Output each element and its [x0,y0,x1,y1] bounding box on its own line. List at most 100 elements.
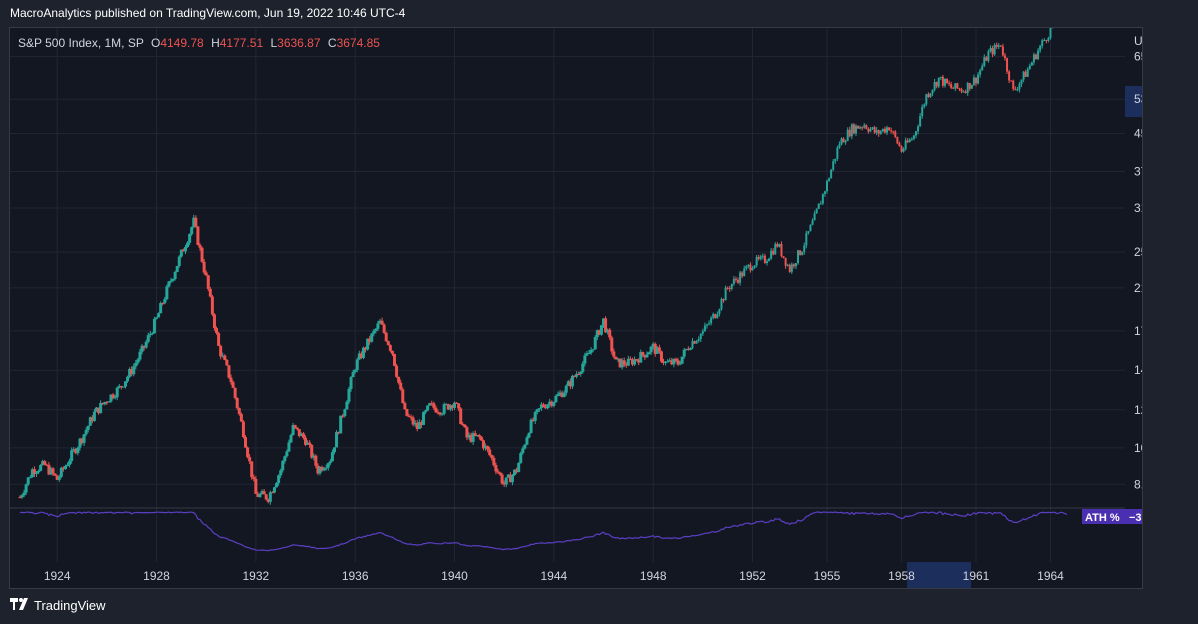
candle-body [403,403,407,410]
candle-body [817,203,820,209]
candle-body [345,401,349,410]
price-axis[interactable]: USD 65.00 53.00 45.00 37.50 31.50 25.50 21.50 1… [1125,34,1143,491]
candle-body [935,81,938,87]
candle-body [159,303,163,314]
price-tick-label: 37.50 [1134,165,1143,179]
candle-body [359,353,363,358]
candle-body [215,328,219,334]
candle-body [453,402,457,408]
candle-body [496,471,500,473]
candle-body [192,217,196,228]
candle-body [304,437,308,445]
candle-body [801,251,804,255]
candle-body [917,126,920,132]
candle-body [914,131,917,136]
candle-body [123,381,127,387]
candle-body [950,84,953,88]
candle-body [850,124,853,137]
candle-body [552,402,556,406]
candle-body [797,250,800,264]
candle-body [643,355,647,358]
candle-body [606,329,610,333]
candle-body [206,275,210,289]
time-tick-label: 1928 [143,569,170,583]
candle-body [1030,62,1033,66]
candle-body [608,329,612,338]
candle-body [844,140,847,143]
candle-body [18,497,22,499]
candle-body [912,135,915,139]
candle-body [181,249,185,252]
candle-body [322,468,326,471]
candle-body [289,434,293,443]
candle-body [248,457,252,462]
candle-body [281,461,285,471]
candle-body [448,405,452,410]
candle-body [674,358,678,361]
candle-body [910,138,913,140]
candle-body [417,422,421,430]
candle-body [212,314,216,329]
candle-body [28,477,32,479]
legend-high-label: H [211,36,220,50]
candle-body [734,278,737,280]
candle-body [628,358,632,360]
candle-body [676,360,680,365]
candle-body [724,287,727,301]
candle-body [163,299,167,304]
candle-body [865,125,868,129]
candle-body [581,363,585,372]
candle-body [531,419,535,421]
candle-body [977,74,980,84]
candle-body [152,318,156,334]
time-axis[interactable]: 1924 1928 1932 1936 1940 1944 1948 1952 1955 1958… [44,562,1064,589]
candle-body [921,106,924,117]
candle-body [566,381,570,386]
candle-body [741,272,744,277]
legend-symbol[interactable]: S&P 500 Index, 1M, SP [18,36,144,50]
candle-body [144,341,148,348]
candle-body [888,127,891,131]
candle-body [834,158,837,162]
candle-body [297,429,301,437]
candle-body [778,244,781,247]
candle-body [548,401,552,405]
candle-body [405,409,409,416]
candle-body [397,376,401,383]
candle-body [751,268,754,271]
chart-canvas[interactable]: USD 65.00 53.00 45.00 37.50 31.50 25.50 21.50 1… [10,28,1143,589]
candle-body [759,256,762,259]
candle-body [1045,40,1048,42]
time-tick-label: 1955 [814,569,841,583]
candle-body [37,470,41,473]
candle-body [987,51,990,61]
candle-body [757,256,760,259]
published-by-text: MacroAnalytics published on TradingView.… [10,6,406,20]
candle-body [262,491,266,495]
candle-body [134,362,138,367]
candle-body [316,465,320,474]
candle-body [72,449,76,451]
chart-pane[interactable]: USD 65.00 53.00 45.00 37.50 31.50 25.50 21.50 1… [9,27,1143,589]
candle-body [386,341,390,346]
candle-body [109,394,113,402]
candle-body [208,288,212,297]
candle-body [743,268,746,277]
symbol-legend[interactable]: S&P 500 Index, 1M, SP O4149.78 H4177.51 … [18,36,380,50]
candle-body [1037,50,1040,60]
candle-body [432,403,436,408]
candle-body [473,433,477,436]
tradingview-logo[interactable]: TradingView [10,598,106,613]
candle-body [264,494,268,500]
candle-body [579,371,583,374]
candle-body [376,323,380,329]
candle-body [770,250,773,259]
candle-body [958,88,961,90]
candle-body [337,432,341,434]
candle-body [838,144,841,148]
candle-body [510,475,514,483]
candle-body [753,265,756,269]
candle-body [428,403,432,406]
price-tick-label: 10.00 [1134,441,1143,455]
candle-body [146,335,150,342]
